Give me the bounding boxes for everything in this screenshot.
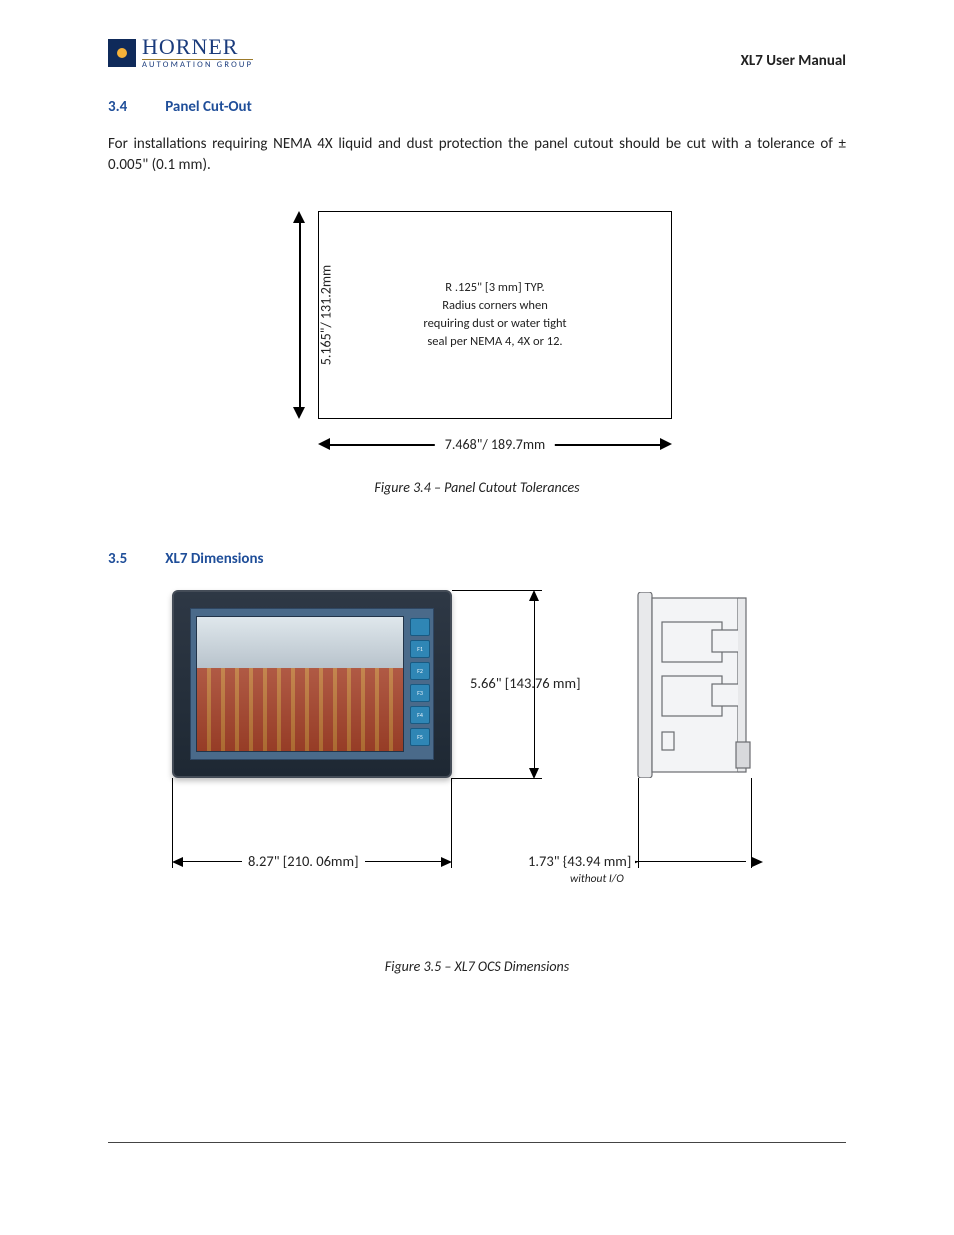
arrow-up-icon	[529, 590, 539, 601]
function-button: F3	[410, 684, 430, 702]
xl7-front-view: F1 F2 F3 F4 F5	[172, 590, 452, 778]
section-title: Panel Cut-Out	[165, 98, 252, 116]
device-screen	[196, 616, 404, 752]
depth-dimension-label: 1.73" {43.94 mm]	[524, 852, 635, 870]
cutout-rectangle: R .125" [3 mm] TYP. Radius corners when …	[318, 211, 672, 419]
depth-dimension-sublabel: without I/O	[570, 872, 624, 886]
figure-3-5: F1 F2 F3 F4 F5 5.66" [143.76 mm]	[108, 586, 846, 975]
width-dimension-label: 8.27" [210. 06mm]	[242, 852, 365, 870]
arrow-left-icon	[172, 857, 183, 867]
arrow-left-icon	[752, 857, 763, 867]
logo-mark-icon	[108, 39, 136, 67]
xl7-side-view	[632, 592, 752, 778]
logo-brand: HORNER	[142, 36, 253, 60]
cutout-note: R .125" [3 mm] TYP. Radius corners when …	[423, 279, 566, 352]
vertical-dimension	[290, 211, 310, 419]
section-3-4-paragraph: For installations requiring NEMA 4X liqu…	[108, 134, 846, 178]
height-dimension-label: 5.66" [143.76 mm]	[470, 674, 581, 692]
function-button: F4	[410, 706, 430, 724]
function-button: F2	[410, 662, 430, 680]
document-title: XL7 User Manual	[741, 52, 846, 70]
function-button	[410, 618, 430, 636]
brand-logo: HORNER AUTOMATION GROUP	[108, 36, 253, 70]
panel-cutout-diagram: 5.165"/ 131.2mm R .125" [3 mm] TYP. Radi…	[262, 211, 692, 471]
function-button: F1	[410, 640, 430, 658]
function-button: F5	[410, 728, 430, 746]
figure-3-4: 5.165"/ 131.2mm R .125" [3 mm] TYP. Radi…	[108, 205, 846, 496]
arrow-down-icon	[293, 407, 305, 419]
arrow-right-icon	[660, 438, 672, 450]
section-heading-3-5: 3.5 XL7 Dimensions	[108, 550, 846, 568]
function-button-column: F1 F2 F3 F4 F5	[410, 618, 428, 746]
section-heading-3-4: 3.4 Panel Cut-Out	[108, 98, 846, 116]
xl7-dimensions-diagram: F1 F2 F3 F4 F5 5.66" [143.76 mm]	[172, 586, 782, 916]
section-number: 3.5	[108, 550, 127, 568]
logo-subtitle: AUTOMATION GROUP	[142, 61, 253, 70]
section-title: XL7 Dimensions	[165, 550, 263, 568]
width-dimension-label: 7.468"/ 189.7mm	[435, 436, 555, 453]
section-number: 3.4	[108, 98, 127, 116]
figure-3-4-caption: Figure 3.4 – Panel Cutout Tolerances	[374, 479, 579, 496]
manual-page: HORNER AUTOMATION GROUP XL7 User Manual …	[0, 0, 954, 1235]
figure-3-5-caption: Figure 3.5 – XL7 OCS Dimensions	[385, 958, 569, 975]
arrow-down-icon	[529, 768, 539, 779]
page-header: HORNER AUTOMATION GROUP XL7 User Manual	[108, 36, 846, 70]
horizontal-dimension: 7.468"/ 189.7mm	[318, 435, 672, 455]
footer-rule	[108, 1142, 846, 1143]
logo-text: HORNER AUTOMATION GROUP	[142, 36, 253, 70]
arrow-right-icon	[441, 857, 452, 867]
